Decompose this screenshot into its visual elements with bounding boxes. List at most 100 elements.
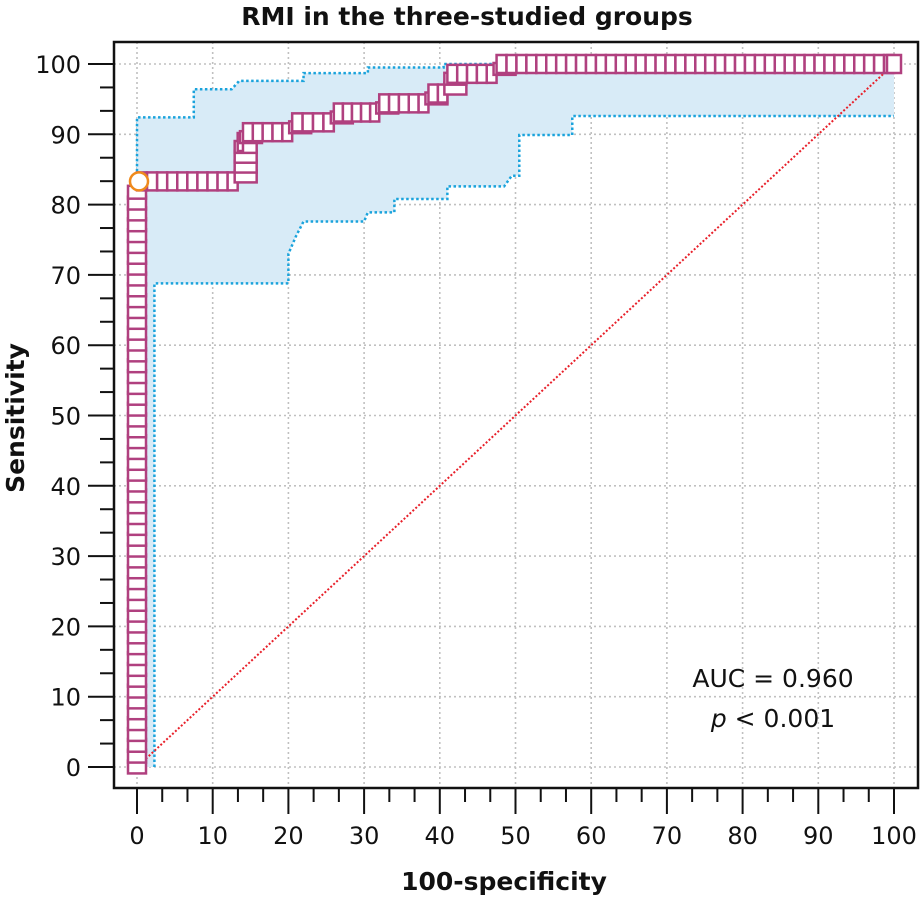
roc-marker	[684, 53, 697, 75]
roc-marker	[733, 53, 747, 75]
roc-marker	[387, 93, 401, 114]
roc-marker	[301, 112, 315, 133]
roc-marker	[694, 53, 707, 75]
y-tick-label: 10	[50, 684, 81, 712]
roc-marker	[604, 53, 618, 75]
roc-marker	[341, 102, 354, 123]
y-axis-label: Sensitivity	[1, 343, 30, 493]
roc-marker	[763, 53, 777, 75]
roc-marker	[862, 53, 876, 75]
roc-marker	[261, 121, 274, 143]
y-tick-label: 20	[50, 613, 81, 641]
optimal-point	[128, 171, 150, 192]
roc-marker	[853, 53, 866, 75]
x-tick-label: 0	[129, 822, 144, 850]
roc-marker	[535, 53, 548, 75]
roc-marker	[594, 53, 608, 75]
y-tick-label: 100	[35, 51, 81, 79]
p-symbol: p	[710, 704, 727, 733]
roc-marker	[813, 53, 826, 75]
roc-marker	[713, 53, 727, 75]
roc-marker	[823, 53, 836, 75]
roc-marker	[793, 53, 806, 75]
y-tick-label: 80	[50, 192, 81, 220]
roc-marker	[803, 53, 816, 75]
roc-marker	[525, 53, 538, 75]
roc-marker	[165, 171, 179, 192]
roc-marker	[634, 53, 647, 75]
roc-marker	[564, 53, 578, 75]
y-axis: 0 10 20 30 40 50 60 70 80 90 100	[35, 51, 114, 782]
roc-curve-group	[126, 53, 903, 775]
y-tick-label: 30	[50, 543, 81, 571]
roc-marker	[377, 93, 391, 114]
y-tick-label: 0	[66, 754, 81, 782]
roc-marker	[216, 171, 229, 192]
roc-marker	[407, 93, 420, 114]
x-tick-label: 70	[652, 822, 683, 850]
roc-marker	[644, 53, 657, 75]
roc-marker	[843, 53, 856, 75]
roc-marker	[397, 93, 411, 114]
roc-marker	[350, 102, 363, 123]
roc-marker	[584, 53, 598, 75]
roc-marker	[446, 63, 459, 85]
x-tick-label: 30	[349, 822, 380, 850]
roc-marker	[186, 171, 199, 192]
roc-marker	[674, 53, 687, 75]
roc-marker	[703, 53, 717, 75]
p-value-text: < 0.001	[727, 704, 835, 733]
roc-marker	[885, 53, 903, 75]
ci-band	[135, 62, 894, 767]
roc-marker	[872, 53, 886, 75]
chart-title: RMI in the three-studied groups	[241, 2, 693, 31]
roc-marker	[251, 121, 264, 143]
x-axis-label: 100-specificity	[401, 867, 607, 896]
ci-band-fill	[137, 64, 894, 767]
roc-marker	[773, 53, 786, 75]
y-tick-label: 50	[50, 403, 81, 431]
roc-marker	[290, 112, 304, 133]
roc-marker	[783, 53, 796, 75]
roc-marker	[359, 102, 372, 123]
auc-annotation: AUC = 0.960	[692, 664, 853, 693]
x-tick-label: 60	[576, 822, 607, 850]
x-tick-label: 100	[871, 822, 917, 850]
roc-marker	[332, 102, 345, 123]
roc-marker	[664, 53, 677, 75]
y-tick-label: 70	[50, 262, 81, 290]
y-tick-label: 90	[50, 121, 81, 149]
roc-marker	[743, 53, 757, 75]
x-tick-label: 40	[425, 822, 456, 850]
roc-marker	[545, 53, 558, 75]
roc-marker	[155, 171, 169, 192]
roc-marker	[495, 53, 508, 75]
y-tick-label: 40	[50, 473, 81, 501]
optimal-point-group	[128, 171, 150, 192]
roc-marker	[515, 53, 528, 75]
x-tick-label: 10	[197, 822, 228, 850]
roc-marker	[833, 53, 846, 75]
reference-line-group	[136, 63, 895, 768]
reference-line	[136, 63, 895, 768]
roc-marker	[753, 53, 767, 75]
roc-marker	[723, 53, 737, 75]
roc-marker	[176, 171, 189, 192]
x-axis: 0 10 20 30 40 50 60 70 80 90 100	[129, 788, 917, 850]
y-tick-label: 60	[50, 332, 81, 360]
roc-marker	[475, 63, 488, 85]
roc-marker	[624, 53, 637, 75]
roc-marker	[241, 121, 255, 143]
ci-lower-line	[153, 114, 894, 767]
roc-marker	[654, 53, 667, 75]
roc-marker	[271, 121, 284, 143]
roc-marker	[505, 53, 518, 75]
x-tick-label: 80	[727, 822, 758, 850]
x-tick-label: 50	[500, 822, 531, 850]
roc-marker	[554, 53, 568, 75]
roc-marker	[427, 83, 440, 104]
roc-marker	[455, 63, 469, 85]
x-tick-label: 90	[803, 822, 834, 850]
x-tick-label: 20	[273, 822, 304, 850]
